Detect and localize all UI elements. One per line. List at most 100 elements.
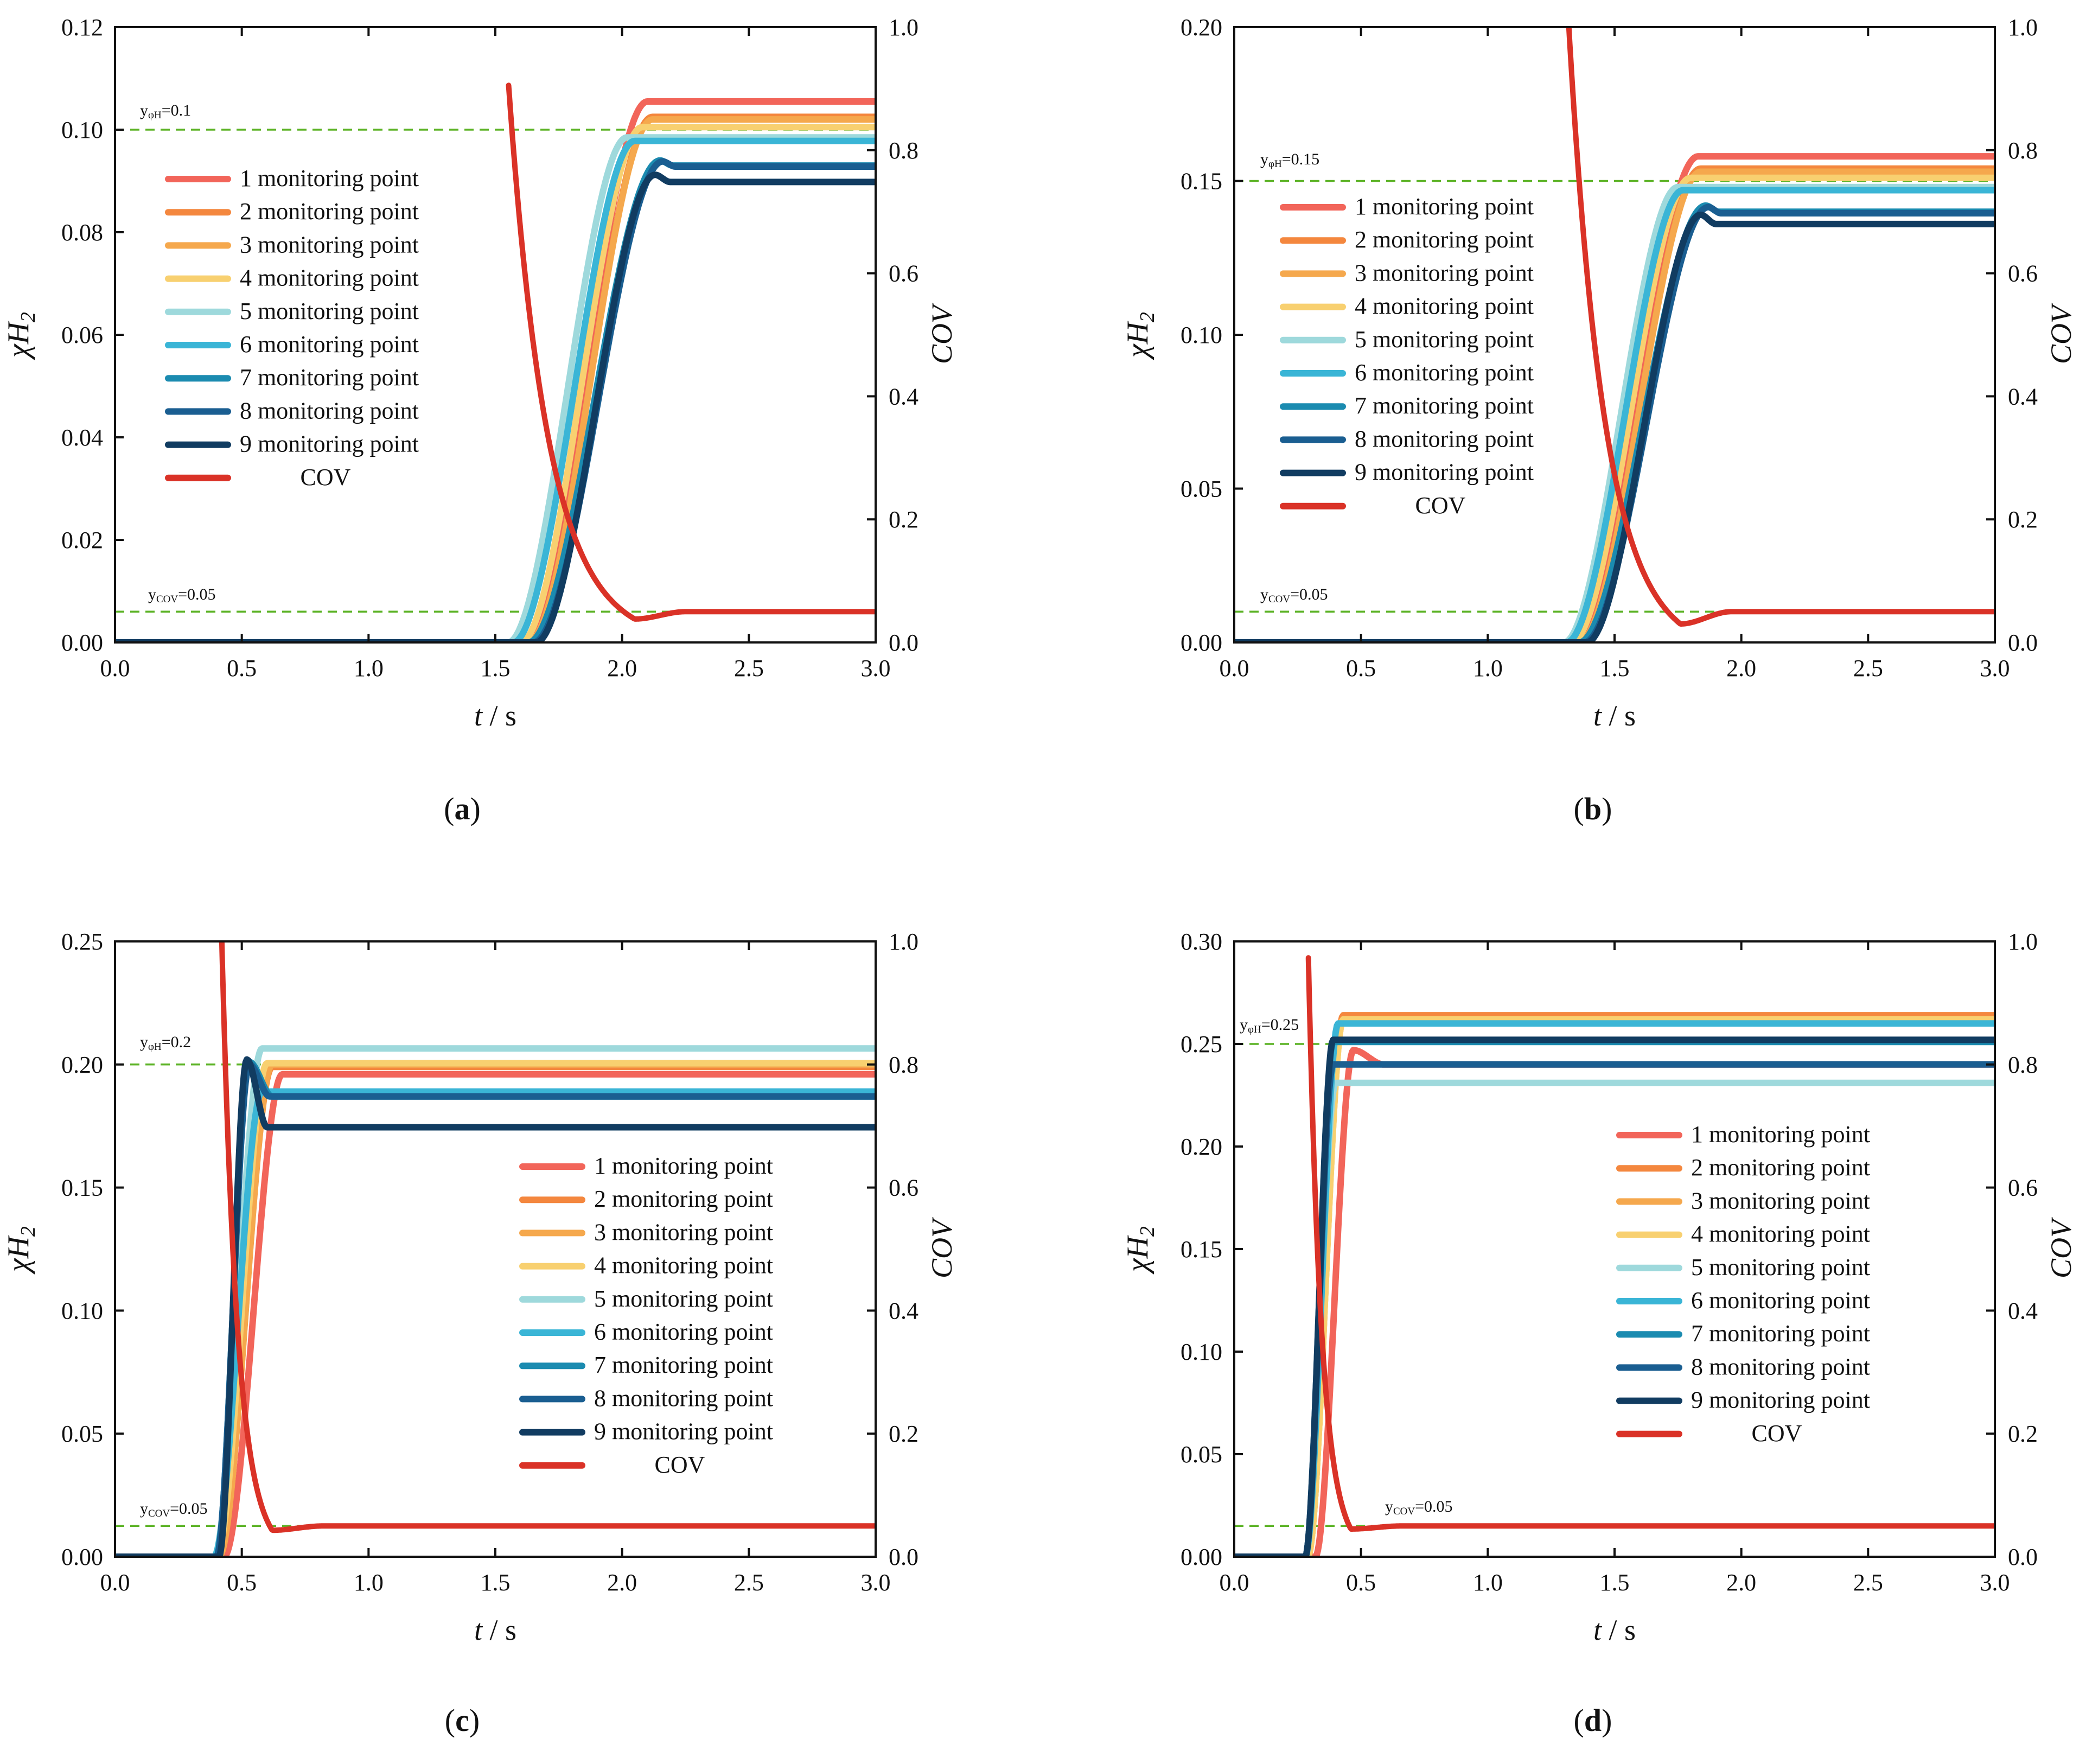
x-tick-label: 1.5 xyxy=(481,1569,511,1596)
legend-label: 6 monitoring point xyxy=(594,1319,773,1345)
x-tick-label: 1.0 xyxy=(1473,655,1503,682)
x-tick-label: 2.0 xyxy=(1726,655,1756,682)
cov-line xyxy=(1566,27,1995,627)
y2-axis-label: COV xyxy=(926,1217,958,1278)
threshold-annotation: yCOV=0.05 xyxy=(148,585,216,605)
y2-tick-label: 0.8 xyxy=(2008,1052,2038,1078)
legend-label: 5 monitoring point xyxy=(1691,1254,1870,1281)
series-line-9 xyxy=(115,1056,876,1557)
series-line-1 xyxy=(115,1071,876,1557)
threshold-annotation: yCOV=0.05 xyxy=(140,1500,208,1519)
plot-area xyxy=(1234,955,1995,1557)
plot-area xyxy=(1234,27,1995,642)
y2-tick-label: 0.2 xyxy=(2008,506,2038,533)
y2-tick-label: 0.4 xyxy=(2008,383,2038,410)
plot-area xyxy=(115,941,876,1557)
y-tick-label: 0.12 xyxy=(61,14,103,41)
legend-label: 3 monitoring point xyxy=(594,1219,773,1245)
series-line-1 xyxy=(1234,1047,1995,1557)
legend-label: 8 monitoring point xyxy=(594,1385,773,1411)
series-line-7 xyxy=(1234,1039,1995,1557)
y-tick-label: 0.04 xyxy=(61,424,103,451)
legend-label: 7 monitoring point xyxy=(240,364,419,391)
y-tick-label: 0.02 xyxy=(61,527,103,553)
x-tick-label: 0.0 xyxy=(100,655,130,682)
series-line-9 xyxy=(1234,211,1995,642)
y2-tick-label: 0.2 xyxy=(2008,1421,2038,1447)
y-tick-label: 0.00 xyxy=(61,1544,103,1570)
legend-label: 7 monitoring point xyxy=(1355,392,1534,419)
x-tick-label: 0.0 xyxy=(1220,1569,1249,1596)
cov-line xyxy=(1305,955,1995,1532)
y-tick-label: 0.15 xyxy=(61,1175,103,1201)
chart-panel-a: 0.0 0.5 1.0 1.5 2.0 2.5 3.0 0.00 0.02 0.04 0.06 0.0… xyxy=(2,14,958,826)
legend-label: 5 monitoring point xyxy=(594,1285,773,1312)
x-tick-label: 2.0 xyxy=(607,655,637,682)
series-line-4 xyxy=(115,124,876,642)
legend-label: 4 monitoring point xyxy=(594,1252,773,1279)
y-tick-label: 0.25 xyxy=(1181,1031,1222,1058)
x-axis-label: t / s xyxy=(1593,699,1636,732)
series-line-2 xyxy=(1234,1012,1995,1557)
legend-label: 2 monitoring point xyxy=(1691,1154,1870,1181)
y-axis-label: χH2 xyxy=(1121,312,1159,360)
legend-label: 4 monitoring point xyxy=(1355,293,1534,320)
series-line-4 xyxy=(1234,174,1995,642)
y2-tick-label: 0.6 xyxy=(889,1175,918,1201)
panel-label: (c) xyxy=(445,1703,480,1738)
x-tick-label: 0.5 xyxy=(227,1569,257,1596)
series-line-8 xyxy=(115,158,876,642)
x-tick-label: 0.5 xyxy=(227,655,257,682)
y2-tick-label: 0.4 xyxy=(889,383,918,410)
y-tick-label: 0.05 xyxy=(1181,476,1222,502)
legend-label: 4 monitoring point xyxy=(240,265,419,291)
series-line-3 xyxy=(115,116,876,642)
x-tick-label: 0.0 xyxy=(1220,655,1249,682)
x-tick-label: 0.5 xyxy=(1346,655,1376,682)
legend-label: 3 monitoring point xyxy=(1355,259,1534,286)
y-tick-label: 0.15 xyxy=(1181,168,1222,195)
threshold-annotation: yφH=0.1 xyxy=(140,101,191,121)
legend-label: 7 monitoring point xyxy=(594,1352,773,1378)
y2-axis-label: COV xyxy=(926,302,958,364)
y-tick-label: 0.10 xyxy=(61,117,103,143)
y-tick-label: 0.05 xyxy=(1181,1441,1222,1468)
y-tick-label: 0.00 xyxy=(1181,629,1222,656)
legend-label: COV xyxy=(301,464,351,491)
x-tick-label: 2.5 xyxy=(734,655,764,682)
y-tick-label: 0.08 xyxy=(61,219,103,246)
legend-label: 9 monitoring point xyxy=(240,431,419,457)
legend-label: 3 monitoring point xyxy=(1691,1187,1870,1214)
legend-label: 6 monitoring point xyxy=(240,331,419,358)
y-axis-label: χH2 xyxy=(2,1226,40,1275)
x-tick-label: 1.5 xyxy=(1600,655,1630,682)
legend-label: 9 monitoring point xyxy=(594,1418,773,1445)
cov-line xyxy=(219,941,876,1533)
y-axis-label: χH2 xyxy=(2,312,40,360)
x-tick-label: 1.0 xyxy=(354,1569,384,1596)
legend-label: 4 monitoring point xyxy=(1691,1221,1870,1247)
y2-tick-label: 0.8 xyxy=(889,137,918,164)
y-tick-label: 0.20 xyxy=(1181,14,1222,41)
x-tick-label: 2.0 xyxy=(607,1569,637,1596)
y2-tick-label: 1.0 xyxy=(2008,14,2038,41)
series-line-6 xyxy=(1234,1020,1995,1557)
panel-label: (a) xyxy=(444,791,481,826)
legend-label: 7 monitoring point xyxy=(1691,1320,1870,1347)
legend-label: 5 monitoring point xyxy=(1355,326,1534,353)
x-tick-label: 3.0 xyxy=(1980,655,2010,682)
x-tick-label: 2.5 xyxy=(1853,1569,1883,1596)
threshold-annotation: yφH=0.25 xyxy=(1240,1016,1299,1035)
x-tick-label: 1.0 xyxy=(1473,1569,1503,1596)
legend-label: 1 monitoring point xyxy=(1355,193,1534,220)
y-tick-label: 0.00 xyxy=(1181,1544,1222,1570)
x-axis-label: t / s xyxy=(1593,1614,1636,1646)
x-tick-label: 2.0 xyxy=(1726,1569,1756,1596)
legend-label: 2 monitoring point xyxy=(594,1186,773,1212)
y2-tick-label: 1.0 xyxy=(2008,928,2038,955)
y-tick-label: 0.05 xyxy=(61,1421,103,1447)
series-line-1 xyxy=(115,98,876,642)
y2-tick-label: 0.4 xyxy=(2008,1297,2038,1324)
legend-label: 1 monitoring point xyxy=(594,1152,773,1179)
x-tick-label: 3.0 xyxy=(861,1569,891,1596)
